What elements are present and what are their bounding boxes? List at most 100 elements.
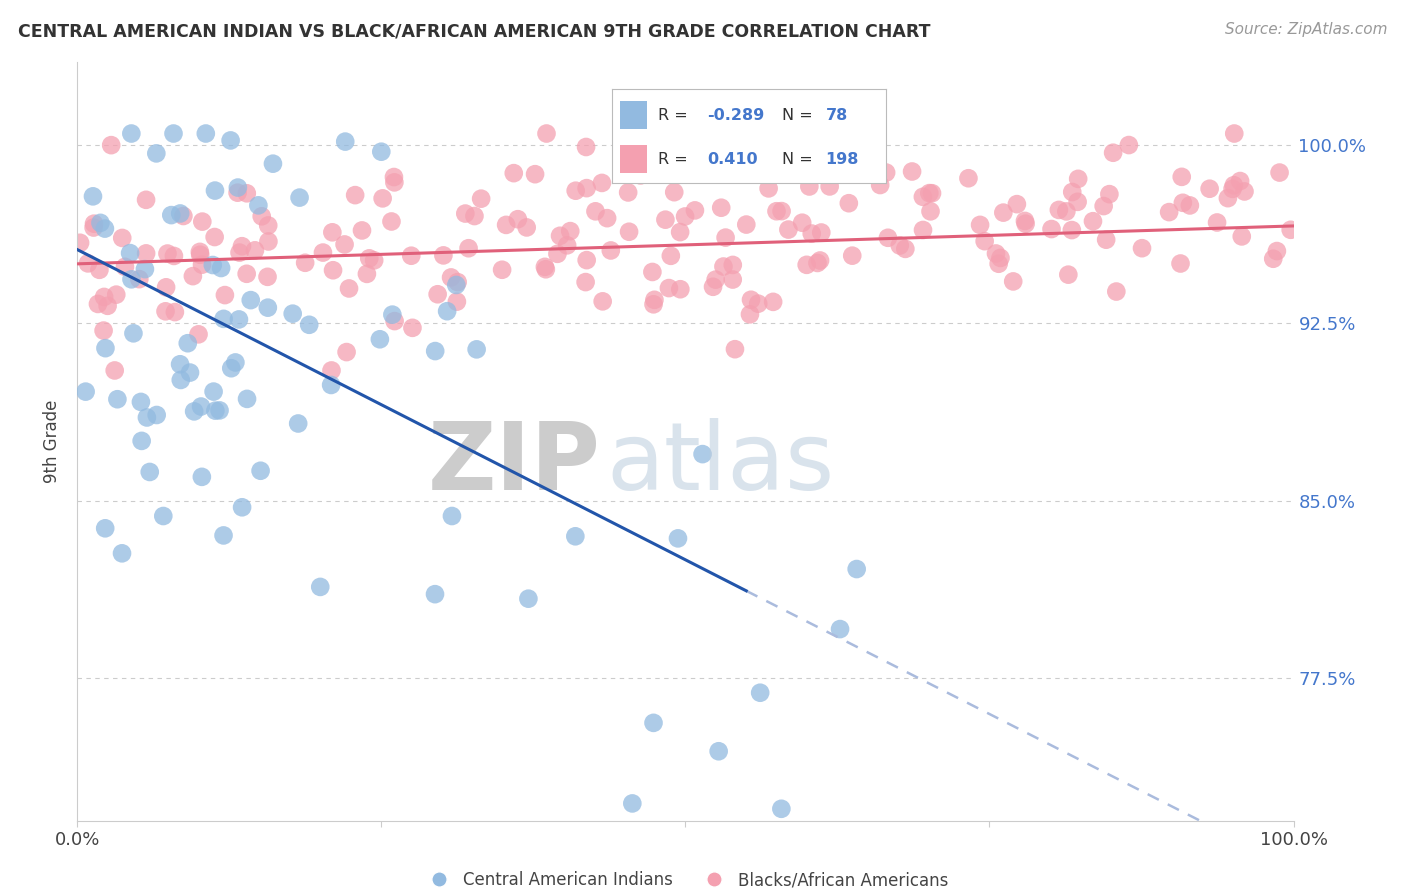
Point xyxy=(1222,182,1244,196)
Point xyxy=(808,253,831,268)
Point xyxy=(335,135,357,149)
Point xyxy=(1230,229,1253,244)
Point xyxy=(162,127,184,141)
Point xyxy=(1081,214,1104,228)
Text: R =: R = xyxy=(658,108,693,123)
Point xyxy=(1040,222,1063,236)
Point xyxy=(187,327,209,342)
Point xyxy=(710,201,733,215)
Point xyxy=(666,532,689,546)
Point xyxy=(957,171,980,186)
Point xyxy=(188,244,211,259)
Point xyxy=(841,249,863,263)
Point xyxy=(257,219,280,233)
Point xyxy=(1223,127,1246,141)
Point xyxy=(209,260,232,275)
Point xyxy=(224,355,246,369)
Point xyxy=(738,307,761,321)
Y-axis label: 9th Grade: 9th Grade xyxy=(44,400,62,483)
Point xyxy=(658,281,681,295)
Point xyxy=(226,186,249,200)
Point xyxy=(669,282,692,296)
Point xyxy=(799,179,821,194)
Point xyxy=(721,272,744,286)
Point xyxy=(425,344,447,359)
Point xyxy=(534,262,557,277)
Point xyxy=(169,206,191,220)
Point xyxy=(502,166,524,180)
Point xyxy=(235,267,257,281)
Point xyxy=(257,235,280,249)
Point xyxy=(128,272,150,286)
Point xyxy=(457,241,479,255)
Point xyxy=(1066,194,1088,209)
Point xyxy=(201,258,224,272)
Point xyxy=(863,165,886,179)
Point xyxy=(770,802,793,816)
Point xyxy=(152,508,174,523)
Text: N =: N = xyxy=(782,152,817,167)
Point xyxy=(592,294,614,309)
Point xyxy=(243,244,266,258)
Point xyxy=(591,176,613,190)
Point xyxy=(704,272,727,286)
Text: 0.410: 0.410 xyxy=(707,152,758,167)
Point xyxy=(219,133,242,147)
Point xyxy=(918,186,941,201)
Point xyxy=(454,206,477,220)
Point xyxy=(181,269,204,284)
Point xyxy=(401,249,423,263)
Point xyxy=(114,260,136,274)
Point xyxy=(1223,178,1246,193)
Point xyxy=(845,562,868,576)
Point xyxy=(1118,138,1140,153)
Point xyxy=(463,209,485,223)
Point xyxy=(321,363,343,377)
Point xyxy=(322,263,344,277)
Point xyxy=(1095,233,1118,247)
Text: atlas: atlas xyxy=(606,418,835,510)
Point xyxy=(1265,244,1288,258)
Point xyxy=(1216,191,1239,205)
Point xyxy=(337,281,360,295)
Point xyxy=(707,744,730,758)
Point xyxy=(1067,172,1090,186)
Point xyxy=(239,293,262,307)
Point xyxy=(465,343,488,357)
Point xyxy=(172,209,194,223)
Point xyxy=(135,410,157,425)
Point xyxy=(1170,169,1192,184)
Point xyxy=(564,529,586,543)
Point xyxy=(191,258,214,272)
Point xyxy=(747,296,769,310)
Point xyxy=(920,204,942,219)
Point xyxy=(643,293,665,307)
Point xyxy=(758,181,780,195)
Point xyxy=(765,204,787,219)
Point xyxy=(713,260,735,274)
Point xyxy=(436,304,458,318)
Point xyxy=(104,363,127,377)
Point xyxy=(440,508,463,523)
Point xyxy=(139,465,162,479)
Point xyxy=(762,294,785,309)
Point xyxy=(702,280,724,294)
Point xyxy=(669,225,692,239)
Point xyxy=(202,384,225,399)
Point xyxy=(749,686,772,700)
Text: Source: ZipAtlas.com: Source: ZipAtlas.com xyxy=(1225,22,1388,37)
Point xyxy=(281,307,304,321)
Point xyxy=(163,249,186,263)
Point xyxy=(659,249,682,263)
Point xyxy=(298,318,321,332)
Text: 78: 78 xyxy=(825,108,848,123)
Point xyxy=(810,226,832,240)
Point xyxy=(1098,187,1121,202)
Point xyxy=(446,294,468,309)
Point xyxy=(94,221,117,235)
Point xyxy=(432,248,454,262)
Point xyxy=(969,218,991,232)
Point xyxy=(135,193,157,207)
Point xyxy=(740,293,762,307)
Point xyxy=(641,265,664,279)
